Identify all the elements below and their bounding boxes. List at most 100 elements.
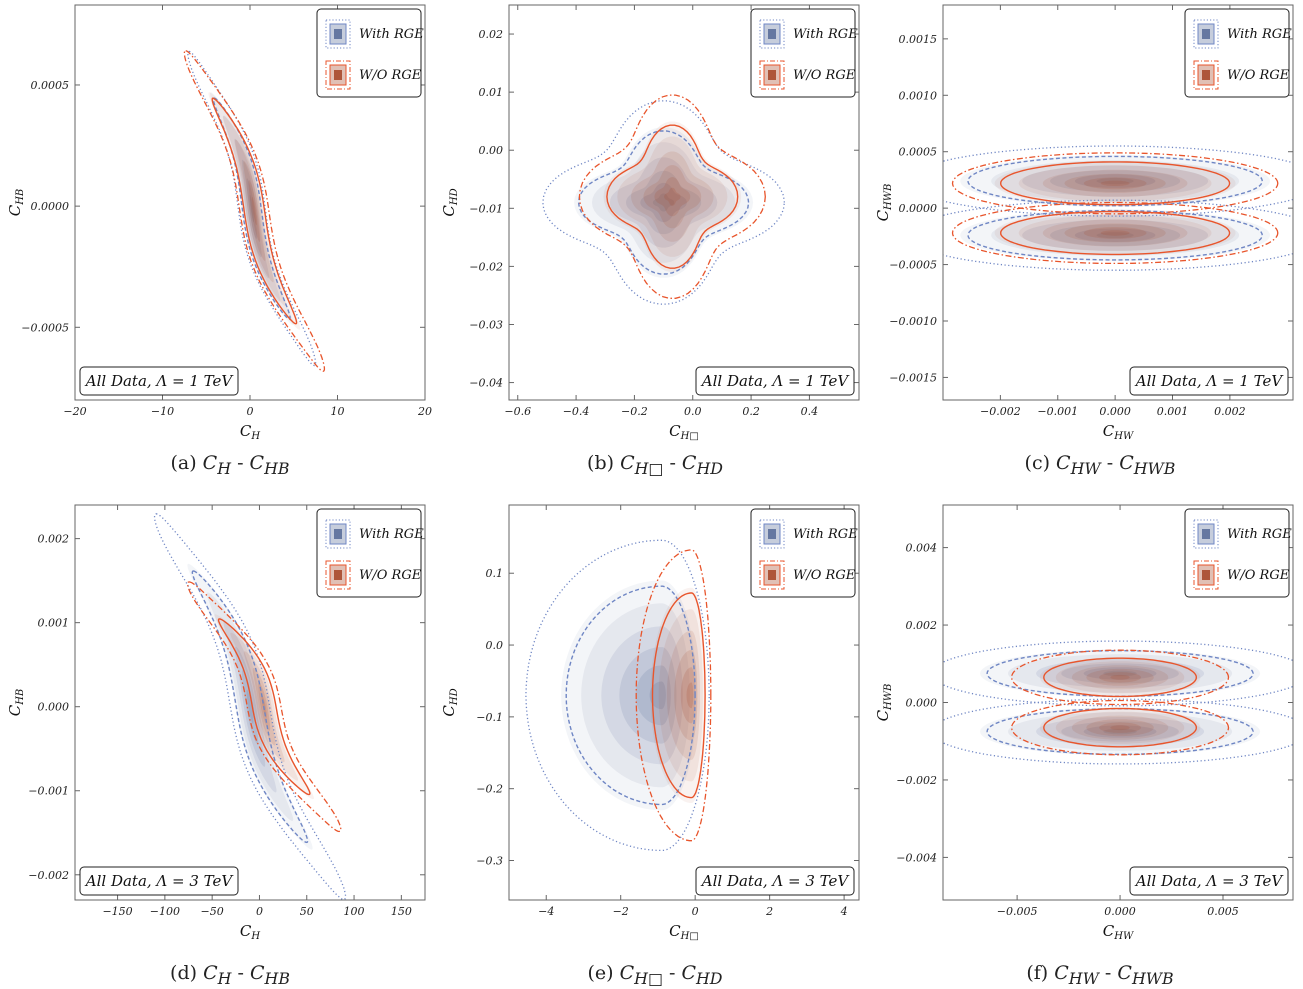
with-rge-density-level-4 — [241, 669, 259, 744]
legend: With RGE W/O RGE — [750, 508, 858, 598]
with-rge-density-level-4 — [1083, 725, 1157, 738]
x-tick-label: 0.4 — [801, 405, 819, 418]
annotation-box: All Data, Λ = 1 TeV — [695, 366, 855, 396]
without-rge-density-level-5 — [664, 187, 681, 206]
with-rge-legend-label: With RGE — [793, 527, 858, 542]
y-tick-label: −0.02 — [469, 260, 503, 273]
without-rge-density-level-4 — [1083, 177, 1147, 190]
annotation-text: All Data, Λ = 1 TeV — [700, 372, 851, 390]
with-rge-legend-label: With RGE — [1227, 527, 1292, 542]
x-axis-label: CH□ — [669, 922, 699, 942]
y-tick-label: −0.2 — [476, 783, 503, 796]
y-tick-label: 0.0015 — [899, 33, 938, 46]
x-tick-label: −0.6 — [504, 405, 531, 418]
with-rge-density-level-5 — [249, 194, 254, 223]
y-tick-label: 0.01 — [479, 86, 504, 99]
without-rge-legend-label: W/O RGE — [1227, 68, 1290, 83]
without-rge-density-level-5 — [686, 682, 694, 709]
with-rge-density-level-2 — [1036, 659, 1205, 688]
x-tick-label: 50 — [300, 905, 314, 918]
caption-f: (f) CHW - CHWB — [1026, 962, 1174, 988]
without-rge-density-level-1 — [1055, 661, 1185, 694]
without-rge-inner-contour — [211, 97, 298, 325]
y-tick-label: −0.0005 — [21, 321, 69, 334]
with-rge-legend-label: With RGE — [793, 27, 858, 42]
y-tick-label: −0.004 — [896, 851, 937, 864]
without-rge-density-level-2 — [1042, 219, 1188, 247]
chart-svg-b: −0.6 −0.4 −0.2 0.0 0.2 0.4 −0.04 −0.03 −0.02 −0.0… — [440, 4, 860, 442]
x-tick-label: −0.2 — [621, 405, 648, 418]
without-rge-outer-contour — [578, 94, 766, 299]
annotation-box: All Data, Λ = 1 TeV — [79, 366, 239, 396]
plot-frame — [508, 4, 860, 401]
without-rge-density-level-1 — [1018, 165, 1212, 202]
without-rge-inner-contour — [217, 618, 311, 796]
without-rge-density-level-0 — [1039, 707, 1201, 748]
legend: With RGE W/O RGE — [750, 8, 858, 98]
with-rge-legend-swatch — [325, 19, 351, 49]
without-rge-density-level-5 — [1110, 674, 1130, 680]
y-tick-label: −0.01 — [469, 202, 503, 215]
with-rge-density-level-1 — [991, 214, 1240, 256]
y-tick-label: 0.1 — [486, 567, 504, 580]
x-tick-label: 0.002 — [1214, 405, 1246, 418]
x-tick-label: −20 — [63, 405, 86, 418]
with-rge-legend-swatch — [759, 19, 785, 49]
without-rge-density-level-3 — [243, 161, 266, 261]
with-rge-density-level-3 — [234, 646, 266, 767]
without-rge-density-level-5 — [1100, 180, 1130, 186]
without-rge-density-level-4 — [1099, 722, 1141, 733]
x-tick-label: 100 — [344, 905, 365, 918]
annotation-box: All Data, Λ = 3 TeV — [1129, 866, 1289, 896]
with-rge-density-level-3 — [1061, 663, 1179, 684]
without-rge-legend-label: W/O RGE — [1227, 568, 1290, 583]
with-rge-density-level-2 — [223, 621, 277, 793]
x-tick-label: 0 — [256, 905, 263, 918]
y-tick-label: 0.00 — [479, 144, 504, 157]
x-axis-label: CHW — [1103, 922, 1134, 942]
caption-d: (d) CH - CHB — [170, 962, 290, 988]
x-tick-label: −0.001 — [1037, 405, 1078, 418]
x-tick-label: 0.005 — [1207, 905, 1239, 918]
x-tick-label: 0.000 — [1104, 905, 1136, 918]
without-rge-outer-contour — [951, 152, 1279, 215]
x-tick-label: 0.2 — [742, 405, 760, 418]
without-rge-outer-contour — [951, 201, 1279, 265]
without-rge-density-level-5 — [1100, 230, 1130, 236]
with-rge-density-level-5 — [649, 681, 666, 710]
without-rge-outer-contour — [1011, 649, 1230, 706]
without-rge-outer-contour — [635, 549, 712, 842]
with-rge-density-level-4 — [1083, 667, 1157, 680]
chart-svg-f: −0.005 0.000 0.005 −0.004 −0.002 0.000 0.002 0.… — [874, 504, 1294, 942]
without-rge-density-level-1 — [1055, 711, 1185, 744]
y-tick-label: −0.03 — [469, 318, 503, 331]
with-rge-density-level-1 — [206, 592, 294, 821]
with-rge-density-level-4 — [640, 182, 687, 223]
without-rge-density-level-1 — [222, 116, 286, 306]
with-rge-density-level-2 — [1036, 717, 1205, 746]
caption-b: (b) CH□ - CHD — [587, 452, 723, 478]
with-rge-legend-swatch — [1193, 519, 1219, 549]
y-tick-label: 0.000 — [906, 697, 938, 710]
without-rge-density-level-0 — [650, 587, 706, 803]
y-axis-label: CHD — [440, 688, 460, 716]
y-axis-label: CHWB — [874, 184, 894, 222]
with-rge-legend-swatch — [759, 519, 785, 549]
x-tick-label: 0.001 — [1157, 405, 1189, 418]
without-rge-density-level-0 — [603, 121, 742, 272]
with-rge-density-level-2 — [1022, 165, 1209, 197]
with-rge-inner-contour — [967, 209, 1264, 261]
y-tick-label: −0.002 — [896, 774, 937, 787]
with-rge-outer-contour — [943, 145, 1293, 217]
x-tick-label: −0.005 — [997, 905, 1038, 918]
y-tick-label: −0.1 — [476, 711, 503, 724]
legend: With RGE W/O RGE — [316, 8, 424, 98]
without-rge-inner-contour — [651, 592, 706, 799]
with-rge-density-level-5 — [1103, 670, 1137, 677]
annotation-box: All Data, Λ = 1 TeV — [1129, 366, 1289, 396]
chart-panel-c: −0.002 −0.001 0.000 0.001 0.002 −0.0015 −0.001… — [868, 0, 1302, 450]
x-tick-label: −50 — [201, 905, 224, 918]
without-rge-density-level-4 — [680, 667, 696, 724]
with-rge-density-level-5 — [1096, 177, 1134, 185]
